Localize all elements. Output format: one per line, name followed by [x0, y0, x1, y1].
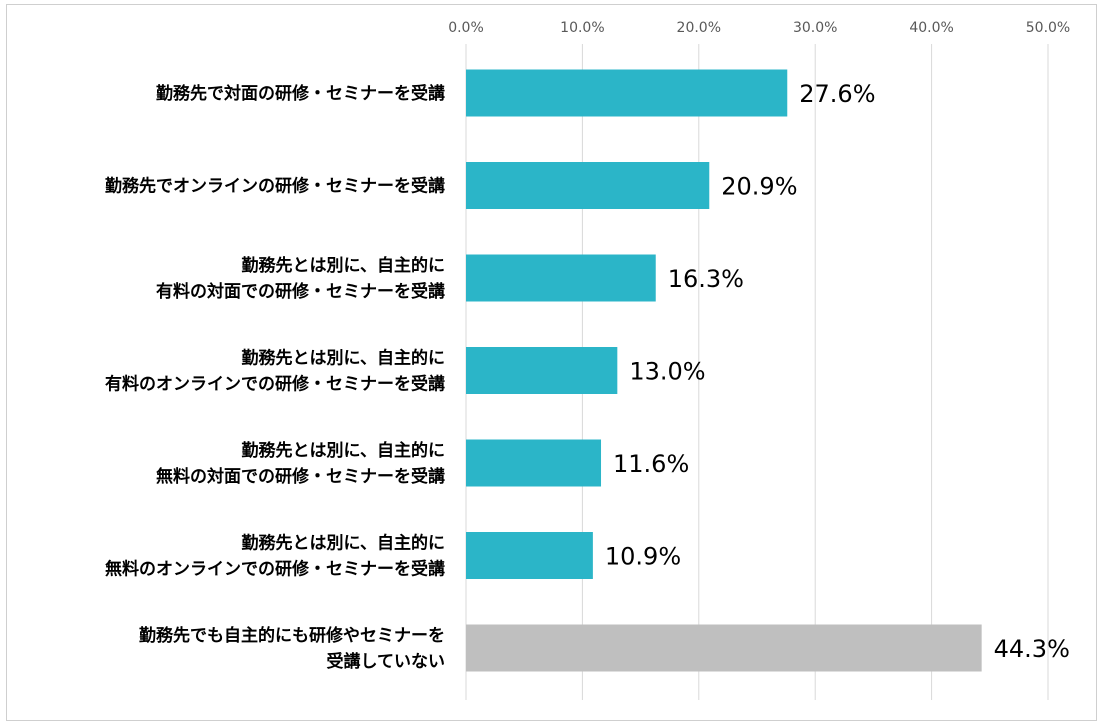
category-label: 受講していない: [327, 651, 446, 672]
bar: [466, 532, 593, 579]
bar: [466, 439, 602, 487]
x-tick-label: 0.0%: [448, 20, 484, 36]
bar: [466, 254, 656, 302]
x-tick-label: 10.0%: [560, 20, 604, 36]
x-axis-ticks: 0.0% 10.0% 20.0% 30.0% 40.0% 50.0%: [448, 20, 1070, 36]
category-label: 無料のオンラインでの研修・セミナーを受講: [105, 559, 445, 580]
category-label: 勤務先とは別に、自主的に: [242, 255, 446, 276]
x-tick-label: 40.0%: [909, 20, 953, 36]
category-label: 有料の対面での研修・セミナーを受講: [156, 281, 445, 302]
x-tick-label: 50.0%: [1026, 20, 1070, 36]
data-label: 10.9%: [605, 543, 681, 571]
bar: [466, 624, 982, 672]
data-label: 27.6%: [799, 80, 875, 108]
category-labels: 勤務先で対面の研修・セミナーを受講勤務先でオンラインの研修・セミナーを受講勤務先…: [105, 83, 445, 672]
x-tick-label: 30.0%: [793, 20, 837, 36]
data-label: 11.6%: [613, 450, 689, 478]
category-label: 勤務先でオンラインの研修・セミナーを受講: [105, 176, 445, 197]
data-label: 20.9%: [721, 173, 797, 201]
category-label: 無料の対面での研修・セミナーを受講: [156, 466, 445, 487]
category-label: 有料のオンラインでの研修・セミナーを受講: [105, 374, 445, 395]
category-label: 勤務先とは別に、自主的に: [242, 440, 446, 461]
bar: [466, 347, 618, 394]
data-label: 16.3%: [668, 265, 744, 293]
data-labels: 27.6% 20.9% 16.3% 13.0% 11.6% 10.9% 44.3%: [605, 80, 1070, 663]
x-tick-label: 20.0%: [677, 20, 721, 36]
gridlines: [465, 44, 1049, 700]
category-label: 勤務先でも自主的にも研修やセミナーを: [139, 625, 445, 646]
category-label: 勤務先とは別に、自主的に: [242, 533, 446, 554]
data-label: 44.3%: [994, 635, 1070, 663]
category-label: 勤務先とは別に、自主的に: [242, 348, 446, 369]
bars: [466, 69, 982, 672]
category-label: 勤務先で対面の研修・セミナーを受講: [156, 83, 445, 104]
data-label: 13.0%: [629, 358, 705, 386]
bar: [466, 69, 788, 117]
bar: [466, 162, 710, 209]
